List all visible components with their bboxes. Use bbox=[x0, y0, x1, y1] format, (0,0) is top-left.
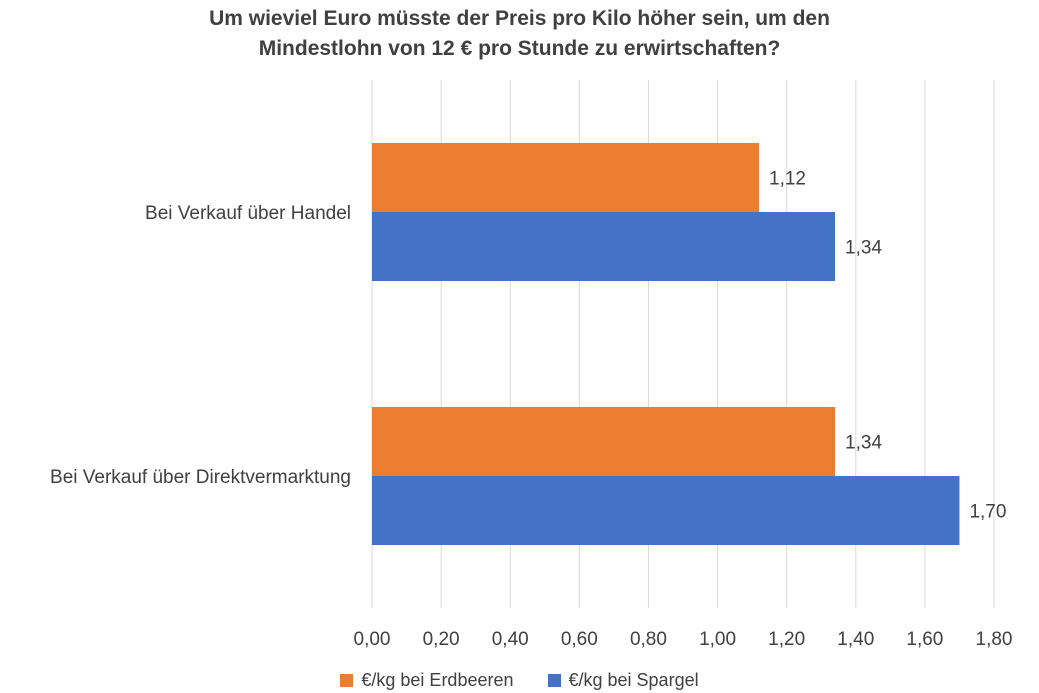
bar bbox=[372, 143, 760, 212]
x-tick-label: 0,80 bbox=[630, 629, 667, 650]
legend-label-spargel: €/kg bei Spargel bbox=[568, 670, 699, 690]
x-tick-label: 1,20 bbox=[768, 629, 805, 650]
x-tick-label: 0,60 bbox=[561, 629, 598, 650]
legend-item-erdbeeren: €/kg bei Erdbeeren bbox=[340, 670, 514, 691]
data-label: 1,34 bbox=[845, 238, 882, 259]
data-label: 1,12 bbox=[769, 169, 806, 190]
data-labels: 1,12 1,34 1,34 1,70 bbox=[769, 169, 1006, 523]
data-label: 1,70 bbox=[969, 502, 1006, 523]
x-tick-label: 0,40 bbox=[492, 629, 529, 650]
x-axis-tick-labels: 0,00 0,20 0,40 0,60 0,80 1,00 1,20 1,40 1,60 1,80 bbox=[354, 629, 1013, 650]
legend-label-erdbeeren: €/kg bei Erdbeeren bbox=[361, 670, 514, 690]
legend-item-spargel: €/kg bei Spargel bbox=[547, 670, 699, 691]
x-tick-label: 1,00 bbox=[699, 629, 736, 650]
data-label: 1,34 bbox=[845, 433, 882, 454]
legend: €/kg bei Erdbeeren €/kg bei Spargel bbox=[0, 670, 1039, 691]
legend-swatch-spargel bbox=[547, 674, 561, 687]
chart-title-line-1: Um wieviel Euro müsste der Preis pro Kil… bbox=[209, 7, 830, 30]
category-label: Bei Verkauf über Direktvermarktung bbox=[50, 467, 351, 488]
bar bbox=[372, 407, 836, 476]
chart-title: Um wieviel Euro müsste der Preis pro Kil… bbox=[0, 4, 1039, 64]
x-tick-label: 1,60 bbox=[906, 629, 943, 650]
x-tick-label: 1,80 bbox=[976, 629, 1013, 650]
x-tick-label: 1,40 bbox=[837, 629, 874, 650]
legend-swatch-erdbeeren bbox=[340, 674, 354, 687]
bars bbox=[372, 143, 960, 545]
x-tick-label: 0,20 bbox=[423, 629, 460, 650]
bar bbox=[372, 212, 836, 281]
bar bbox=[372, 476, 960, 545]
category-labels: Bei Verkauf über Handel Bei Verkauf über … bbox=[50, 203, 351, 488]
x-tick-label: 0,00 bbox=[354, 629, 391, 650]
chart-title-line-2: Mindestlohn von 12 € pro Stunde zu erwir… bbox=[258, 37, 781, 60]
category-label: Bei Verkauf über Handel bbox=[145, 203, 351, 224]
